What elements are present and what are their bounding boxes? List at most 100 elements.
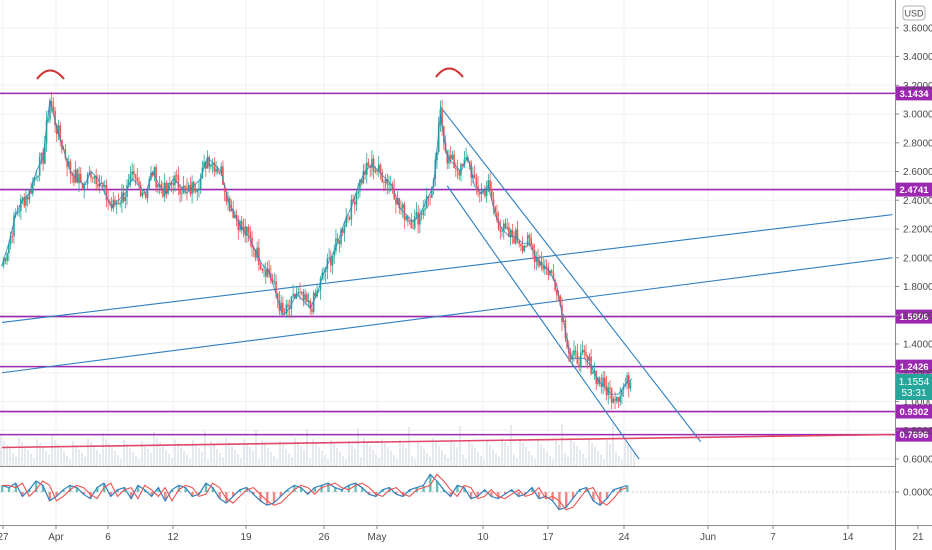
time-tick-label: 26 [318,532,330,543]
volume-bar [36,439,38,466]
price-tick-label: 1.6000 [903,311,932,322]
volume-bar [144,445,146,466]
candle-body [478,192,481,195]
time-tick-label: 10 [477,532,489,543]
candle-body [350,199,353,220]
volume-bar [162,446,164,466]
candle-body [33,177,36,182]
candle-body [456,168,459,171]
time-axis[interactable]: 27 Apr 6 12 19 26 May 10 17 24 Jun 7 14 21 [0,525,924,543]
price-tick-label: 2.8000 [903,138,932,149]
candle-body [78,173,80,184]
osc-histogram-bar [531,487,534,492]
candle-body [547,267,550,276]
trend-line[interactable] [439,106,702,443]
volume-bar [198,448,200,466]
candle-body [186,187,188,191]
candle-body [521,245,524,252]
candle-body [222,166,224,185]
volume-bar [195,444,197,466]
candle-body [612,398,615,403]
candle-body [538,261,541,266]
volume-bar [24,446,26,466]
candle-body [153,167,156,176]
candle-body [109,201,111,204]
candle-body [597,377,599,384]
candle-body [232,209,234,218]
volume-bar [576,446,578,466]
trend-line[interactable] [1,214,893,323]
currency-badge[interactable]: USD [902,5,926,21]
volume-bar [204,431,206,466]
volume-bar [39,443,41,466]
volume-bar [93,446,95,466]
trend-line[interactable] [446,185,640,460]
volume-bar [321,451,323,466]
volume-bar [21,442,23,466]
candle-body [2,258,5,266]
trend-line[interactable] [1,433,893,449]
candle-body [256,247,258,258]
candle-body [309,300,312,310]
candle-body [586,355,589,361]
osc-histogram-bar [497,492,500,499]
time-tick-label: 14 [842,532,854,543]
price-tick-label: 0.8000 [903,426,932,437]
volume-bar [303,450,305,466]
trend-line[interactable] [1,257,893,374]
volume-bar [12,453,14,466]
candle-body [155,167,157,188]
osc-histogram-bar [435,481,439,492]
volume-bar [516,458,518,466]
volume-bar [63,452,65,466]
volume-bar [213,445,215,466]
osc-histogram-bar [490,492,493,497]
time-tick-label: 27 [0,532,9,543]
osc-histogram-bar [130,492,133,499]
volume-bar [234,450,236,466]
volume-bar [588,439,590,466]
volume-bar [486,441,488,466]
volume-bar [477,452,479,466]
candle-body [330,257,332,266]
volume-bar [426,453,428,466]
osc-histogram-bar [1,485,4,492]
candle-body [348,217,351,220]
price-tick-label: 1.4000 [903,340,932,351]
candle-body [23,197,26,206]
candle-body [413,216,416,229]
osc-tick-label: 0.0000 [903,488,932,499]
osc-histogram-bar [463,487,466,492]
volume-bar [555,441,557,466]
volume-bar [45,451,47,466]
candle-body [151,172,154,176]
volume-bar [462,455,464,466]
candle-body [321,272,324,279]
osc-histogram-bar [177,485,181,492]
osc-histogram-bar [68,485,72,492]
volume-bar [300,446,302,466]
volume-bar [201,452,203,466]
price-tick-label: 1.8000 [903,282,932,293]
volume-bar [363,438,365,466]
candle-body [244,226,246,236]
candle-body [535,258,538,262]
candle-body [499,228,502,232]
volume-bar [369,446,371,466]
osc-histogram-bar [21,492,24,497]
candle-body [455,168,457,169]
candle-body [8,244,10,254]
candle-body [386,178,389,185]
candle-body [38,156,41,176]
volume-bar [399,440,401,466]
time-tick-label: 19 [240,532,252,543]
trend-lines[interactable] [1,106,893,460]
volume-bar [630,449,632,466]
volume-bar [507,446,509,466]
price-axis[interactable]: 3.6000 3.4000 3.2000 3.0000 2.8000 2.6000 2.40… [895,23,932,499]
osc-histogram-bar [381,489,384,492]
candle-body [218,172,221,174]
volume-bar [429,457,431,466]
candle-body [50,101,53,106]
